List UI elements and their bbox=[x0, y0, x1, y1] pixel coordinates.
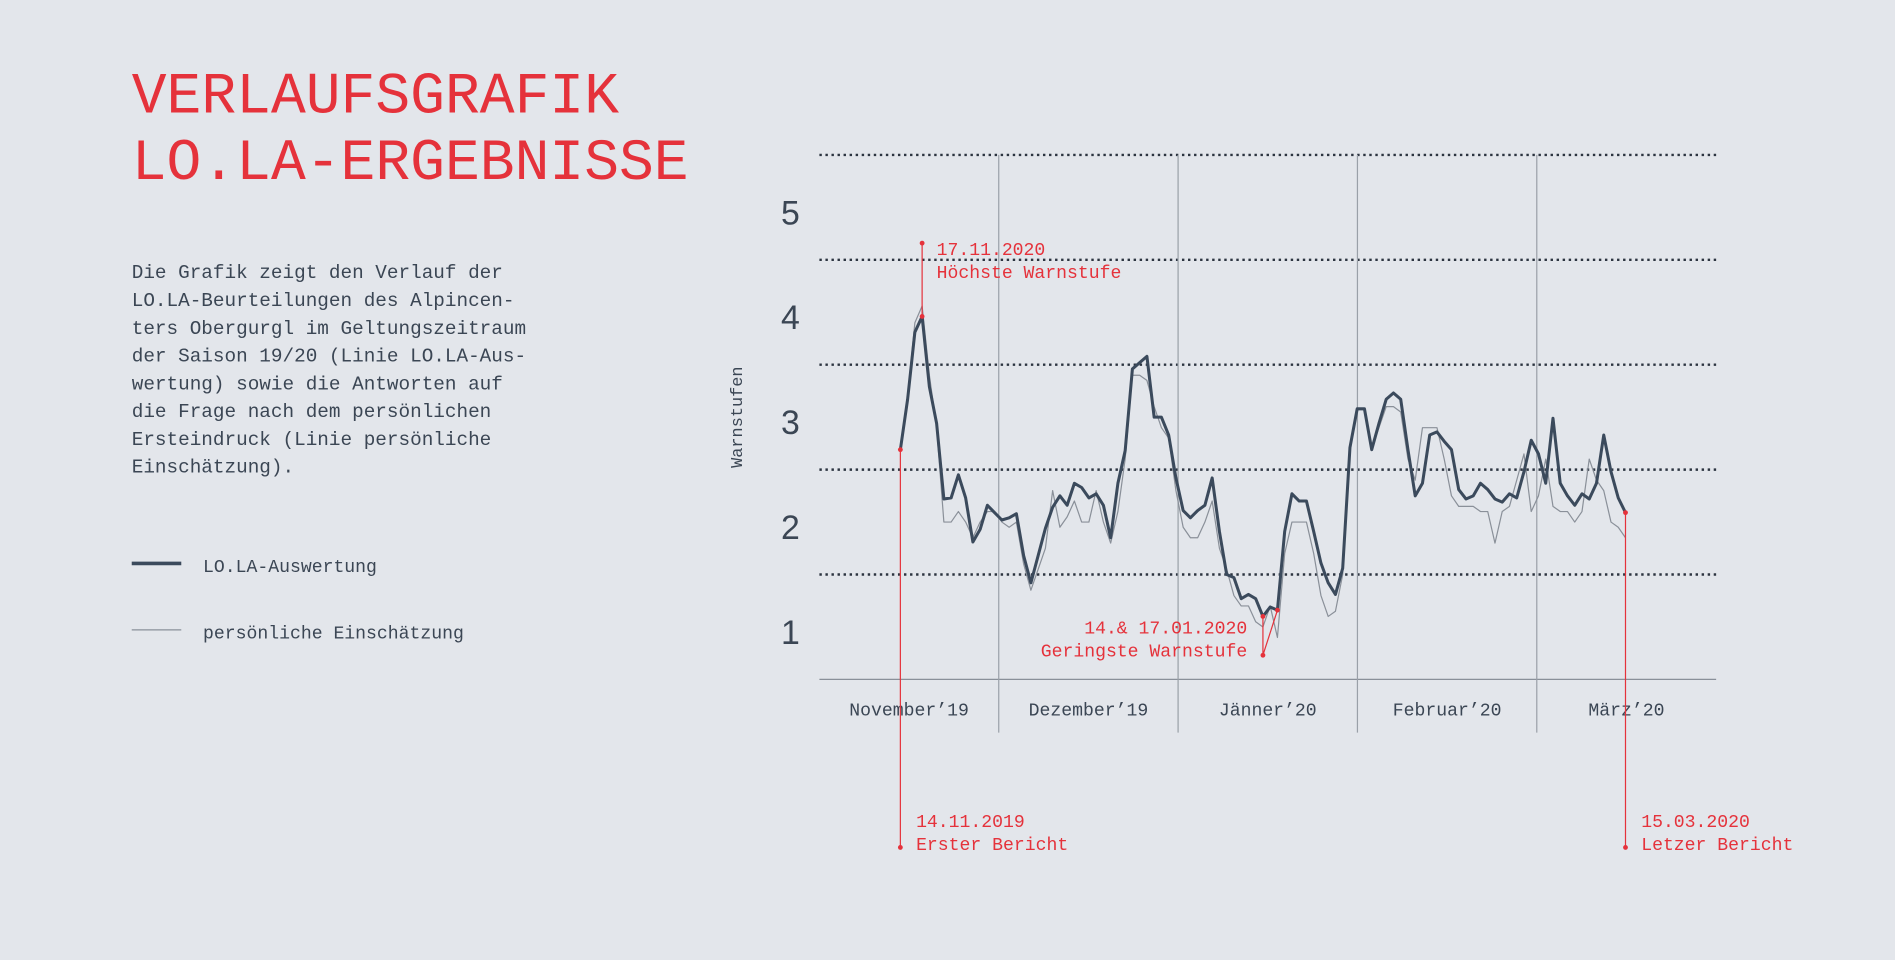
annotation-text: 15.03.2020 bbox=[1641, 813, 1750, 833]
annotation-dot bbox=[1260, 614, 1266, 619]
x-tick-label: Dezember’19 bbox=[1029, 702, 1149, 722]
description-line: LO.LA-Beurteilungen des Alpincen- bbox=[132, 290, 515, 312]
description-line: ters Obergurgl im Geltungszeitraum bbox=[132, 318, 526, 340]
description-line: die Frage nach dem persönlichen bbox=[132, 401, 492, 423]
annotation-dot bbox=[1260, 652, 1266, 658]
y-tick-label: 5 bbox=[781, 194, 800, 232]
annotation-dot bbox=[897, 447, 903, 453]
x-tick-label: Februar’20 bbox=[1393, 702, 1502, 722]
annotation-text: 14.& 17.01.2020 bbox=[1084, 619, 1247, 639]
annotation-dot bbox=[919, 240, 925, 246]
annotation-line bbox=[1262, 609, 1279, 656]
y-tick-label: 4 bbox=[781, 299, 800, 337]
y-tick-label: 2 bbox=[781, 509, 800, 547]
annotation-text: Erster Bericht bbox=[916, 836, 1068, 856]
description-line: wertung) sowie die Antworten auf bbox=[132, 373, 503, 395]
description-line: Einschätzung). bbox=[132, 457, 294, 479]
y-tick-label: 3 bbox=[781, 404, 800, 442]
title-line: VERLAUFSGRAFIK bbox=[132, 66, 619, 131]
legend-label: persönliche Einschätzung bbox=[203, 624, 464, 644]
x-tick-label: März’20 bbox=[1588, 702, 1664, 722]
annotation-text: 17.11.2020 bbox=[937, 241, 1046, 261]
annotation-dot bbox=[1275, 607, 1280, 613]
annotation-text: Höchste Warnstufe bbox=[937, 264, 1122, 284]
annotation-text: 14.11.2019 bbox=[916, 813, 1025, 833]
y-tick-label: 1 bbox=[781, 614, 800, 652]
annotation-dot bbox=[897, 844, 903, 850]
series-line bbox=[898, 314, 1627, 618]
annotation-dot bbox=[919, 314, 925, 319]
description-line: der Saison 19/20 (Linie LO.LA-Aus- bbox=[132, 346, 526, 368]
x-tick-label: November’19 bbox=[849, 702, 969, 722]
title-line: LO.LA-ERGEBNISSE bbox=[132, 132, 689, 197]
series-line bbox=[899, 305, 1626, 639]
annotation-dot bbox=[1623, 510, 1628, 516]
annotation-text: Letzer Bericht bbox=[1641, 836, 1793, 856]
description-line: Ersteindruck (Linie persönliche bbox=[132, 429, 492, 451]
y-axis-label: Warnstufen bbox=[729, 366, 748, 467]
legend-label: LO.LA-Auswertung bbox=[203, 558, 377, 578]
annotation-dot bbox=[1623, 844, 1628, 850]
x-tick-label: Jänner’20 bbox=[1219, 702, 1317, 722]
description-line: Die Grafik zeigt den Verlauf der bbox=[132, 262, 503, 284]
annotation-text: Geringste Warnstufe bbox=[1041, 642, 1247, 662]
